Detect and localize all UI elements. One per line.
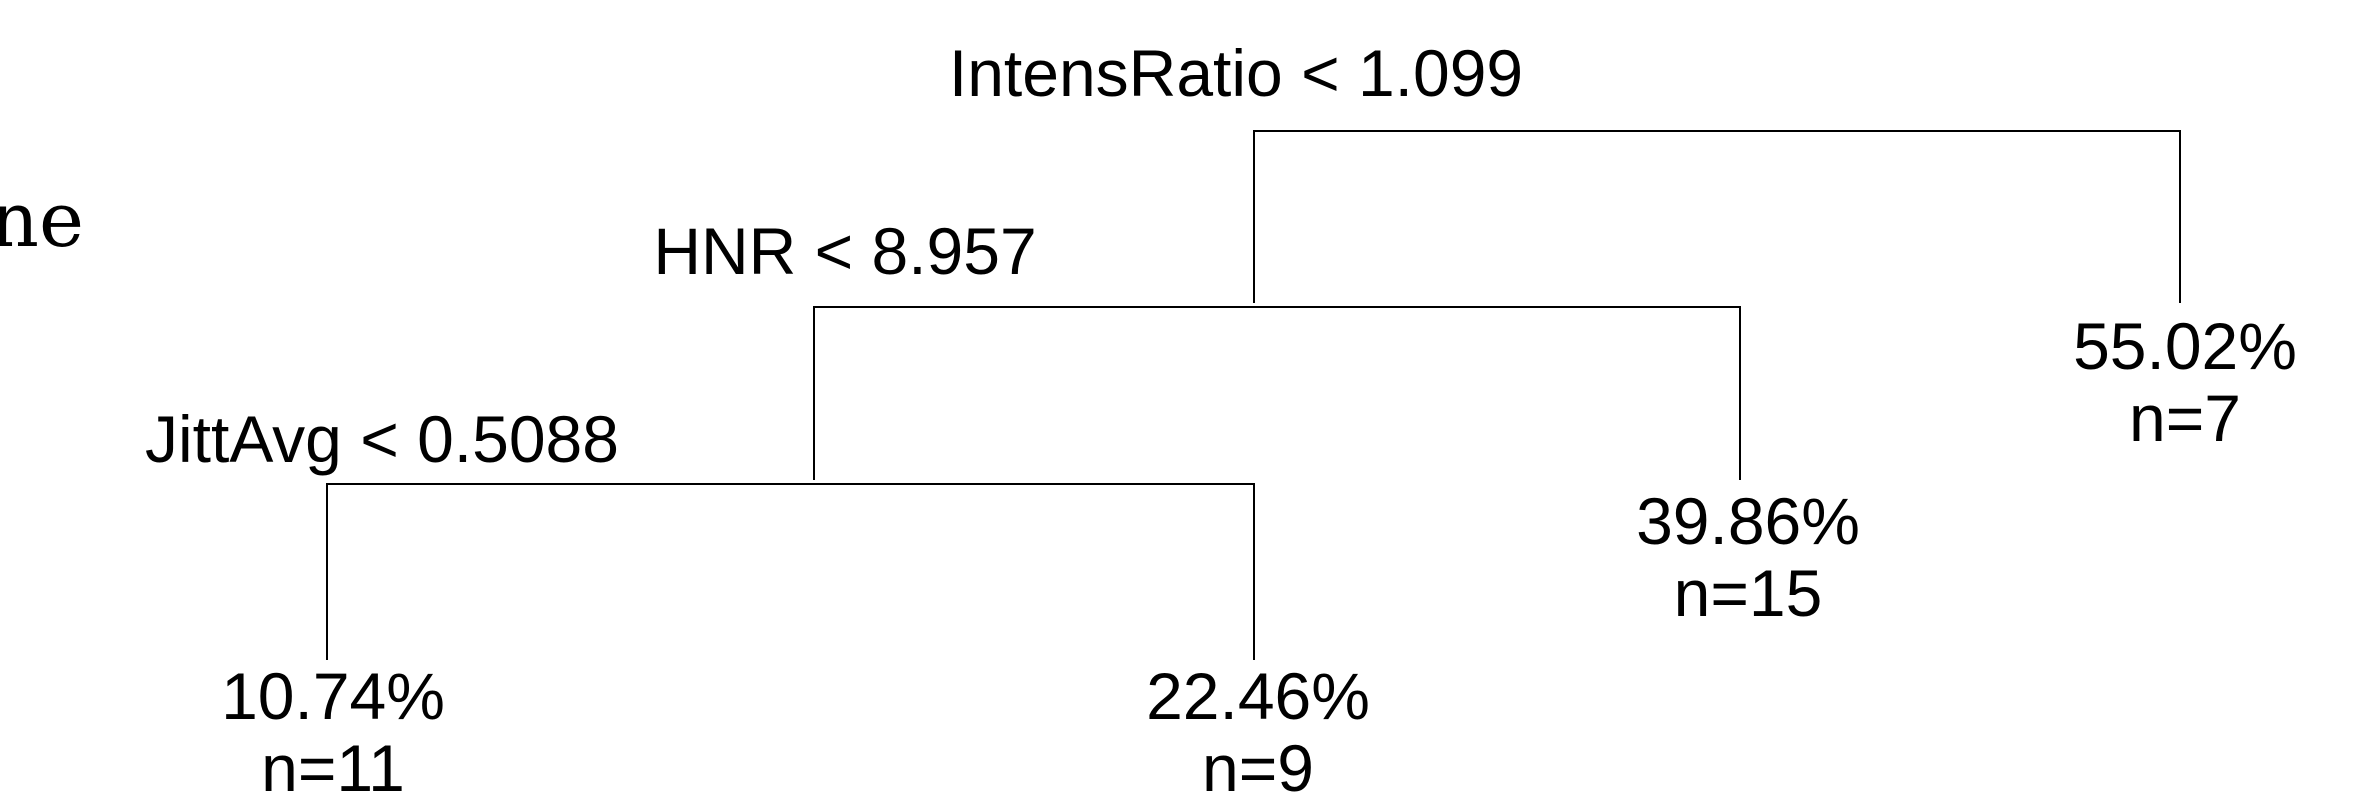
leaf-node: 55.02% n=7 (2073, 310, 2297, 454)
leaf-node: 10.74% n=11 (221, 660, 445, 804)
cut-off-text: ne (0, 175, 84, 264)
hnr-split-edge (813, 306, 1741, 480)
jitter-split-label: JittAvg < 0.5088 (145, 402, 619, 476)
leaf-value: 22.46% (1146, 659, 1370, 733)
jitter-split-edge (326, 483, 1255, 660)
leaf-node: 39.86% n=15 (1636, 485, 1860, 629)
leaf-node: 22.46% n=9 (1146, 660, 1370, 804)
root-split-edge (1253, 130, 2181, 303)
leaf-count: n=7 (2129, 381, 2241, 455)
leaf-count: n=9 (1202, 731, 1314, 805)
root-split-label: IntensRatio < 1.099 (948, 36, 1524, 110)
leaf-value: 39.86% (1636, 484, 1860, 558)
leaf-value: 55.02% (2073, 309, 2297, 383)
leaf-value: 10.74% (221, 659, 445, 733)
hnr-split-label: HNR < 8.957 (653, 214, 1037, 288)
leaf-count: n=11 (261, 731, 405, 805)
leaf-count: n=15 (1673, 556, 1823, 630)
